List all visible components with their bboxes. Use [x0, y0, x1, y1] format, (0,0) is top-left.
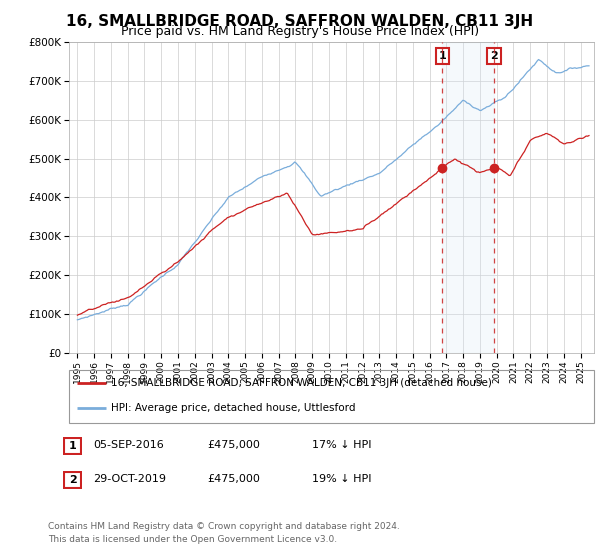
Text: 29-OCT-2019: 29-OCT-2019 — [93, 474, 166, 484]
Text: This data is licensed under the Open Government Licence v3.0.: This data is licensed under the Open Gov… — [48, 535, 337, 544]
Text: 05-SEP-2016: 05-SEP-2016 — [93, 440, 164, 450]
Text: 17% ↓ HPI: 17% ↓ HPI — [312, 440, 371, 450]
Text: Contains HM Land Registry data © Crown copyright and database right 2024.: Contains HM Land Registry data © Crown c… — [48, 522, 400, 531]
Text: 2: 2 — [490, 51, 498, 61]
Text: £475,000: £475,000 — [207, 440, 260, 450]
Text: 16, SMALLBRIDGE ROAD, SAFFRON WALDEN, CB11 3JH: 16, SMALLBRIDGE ROAD, SAFFRON WALDEN, CB… — [67, 14, 533, 29]
Text: Price paid vs. HM Land Registry's House Price Index (HPI): Price paid vs. HM Land Registry's House … — [121, 25, 479, 38]
Text: 19% ↓ HPI: 19% ↓ HPI — [312, 474, 371, 484]
Text: 1: 1 — [439, 51, 446, 61]
Text: HPI: Average price, detached house, Uttlesford: HPI: Average price, detached house, Uttl… — [111, 403, 355, 413]
Text: 16, SMALLBRIDGE ROAD, SAFFRON WALDEN, CB11 3JH (detached house): 16, SMALLBRIDGE ROAD, SAFFRON WALDEN, CB… — [111, 378, 492, 388]
Text: 2: 2 — [69, 475, 76, 485]
Text: 1: 1 — [69, 441, 76, 451]
Bar — [442, 42, 494, 353]
Text: £475,000: £475,000 — [207, 474, 260, 484]
